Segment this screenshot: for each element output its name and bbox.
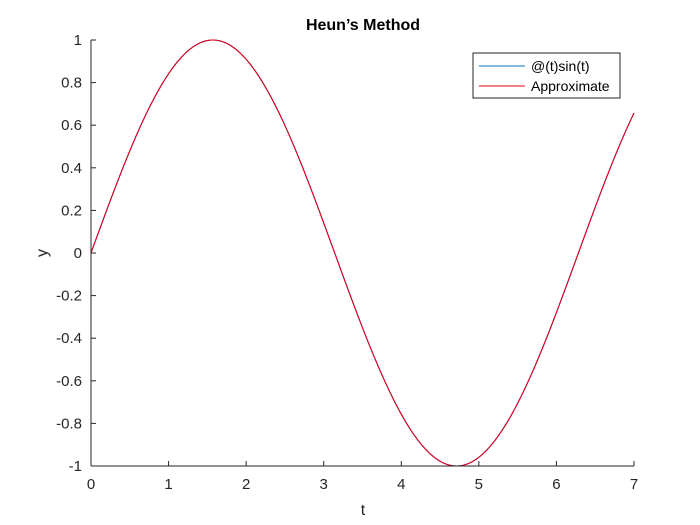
- x-tick-label: 6: [552, 476, 560, 493]
- legend-label-1: @(t)sin(t): [531, 58, 590, 74]
- y-tick-label: 0.2: [61, 202, 82, 219]
- legend: @(t)sin(t) Approximate: [472, 52, 621, 99]
- y-tick-label: 0.8: [61, 75, 82, 92]
- y-tick-label: -0.6: [56, 373, 82, 390]
- series-line-2: [90, 39, 635, 467]
- axes: 0 1 2 3 4 5 6 7 1 0.8 0.6 0.4 0.2 0 -0.2 -0.4 -0.6 -0.8 -1: [56, 32, 638, 493]
- legend-box: [472, 52, 621, 99]
- legend-label-2: Approximate: [531, 78, 610, 94]
- y-tick-label: 0.6: [61, 117, 82, 134]
- x-tick-label: 2: [242, 476, 250, 493]
- series-layer: [90, 39, 635, 467]
- y-axis-label: y: [34, 249, 51, 257]
- x-tick-label: 0: [87, 476, 95, 493]
- x-tick-label: 7: [630, 476, 638, 493]
- y-tick-label: -1: [69, 458, 82, 475]
- y-tick-label: -0.4: [56, 330, 82, 347]
- plot-background: [91, 40, 634, 466]
- x-axis-label: t: [361, 502, 366, 519]
- x-tick-label: 1: [164, 476, 172, 493]
- x-tick-label: 4: [397, 476, 405, 493]
- y-tick-label: 0: [74, 245, 82, 262]
- y-tick-label: -0.2: [56, 288, 82, 305]
- plot-area: [91, 40, 634, 466]
- y-tick-label: 0.4: [61, 160, 82, 177]
- y-tick-label: 1: [74, 32, 82, 49]
- y-tick-label: -0.8: [56, 415, 82, 432]
- x-tick-label: 3: [320, 476, 328, 493]
- x-tick-label: 5: [475, 476, 483, 493]
- chart-title: Heun’s Method: [306, 17, 420, 34]
